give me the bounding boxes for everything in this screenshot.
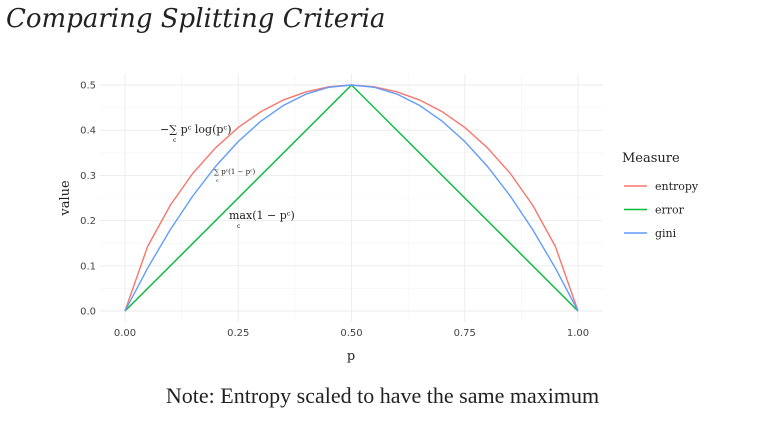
gini-formula-annotation: ∑ pᶜ(1 − pᶜ)	[214, 168, 256, 176]
series-lines	[124, 84, 579, 312]
y-tick-label: 0.3	[80, 171, 96, 182]
y-axis-label: value	[58, 180, 73, 217]
x-tick-label: 0.50	[340, 328, 362, 339]
x-tick-label: 0.00	[114, 328, 136, 339]
x-tick-label: 1.00	[567, 328, 589, 339]
legend-label-entropy: entropy	[655, 180, 699, 193]
y-tick-label: 0.5	[80, 81, 96, 92]
x-tick-label: 0.25	[227, 328, 249, 339]
legend: Measure entropy error gini	[622, 151, 699, 240]
x-tick-label: 0.75	[454, 328, 476, 339]
error-formula-annotation: max(1 − pᶜ)	[229, 209, 295, 222]
y-tick-label: 0.0	[80, 307, 96, 318]
y-tick-label: 0.2	[80, 216, 96, 227]
series-line-gini	[124, 84, 579, 312]
entropy-formula-subscript: c	[173, 137, 177, 144]
gini-formula-subscript: c	[216, 178, 219, 184]
entropy-formula-annotation: −∑ pᶜ log(pᶜ)	[160, 123, 232, 136]
x-axis-label: p	[347, 349, 355, 364]
y-tick-label: 0.1	[80, 261, 96, 272]
chart: 0.00.10.20.30.40.5 0.00 0.25 0.50 0.75 1.00 …	[58, 74, 699, 364]
legend-label-gini: gini	[655, 227, 677, 240]
y-tick-labels: 0.0 0.1 0.2 0.3 0.4 0.5	[80, 81, 96, 318]
x-tick-labels: 0.00 0.25 0.50 0.75 1.00	[114, 328, 589, 339]
chart-title: Comparing Splitting Criteria	[6, 4, 386, 34]
chart-note: Note: Entropy scaled to have the same ma…	[165, 383, 600, 408]
legend-label-error: error	[655, 204, 685, 217]
error-formula-subscript: c	[237, 223, 241, 230]
legend-title: Measure	[622, 151, 680, 166]
y-tick-label: 0.4	[80, 126, 96, 137]
